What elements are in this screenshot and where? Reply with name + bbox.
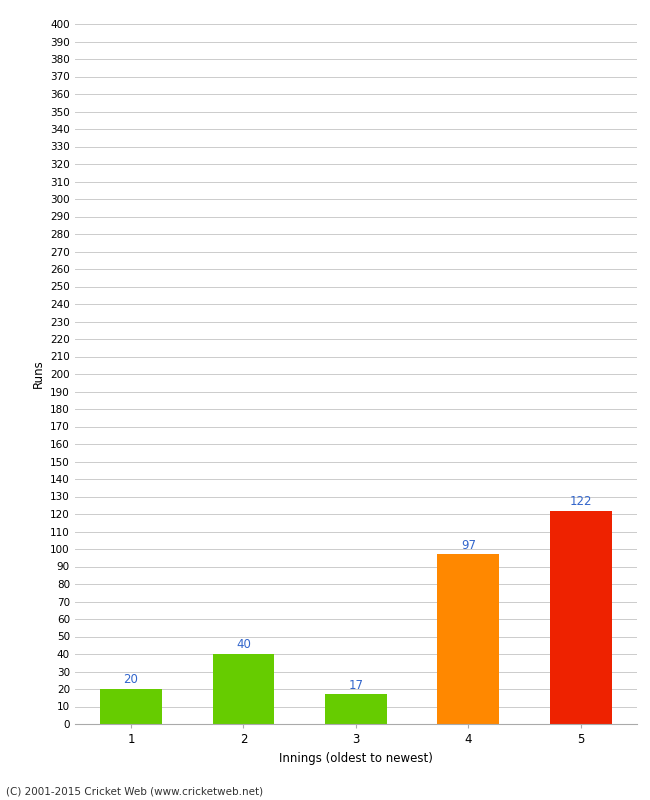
Y-axis label: Runs: Runs — [32, 360, 45, 388]
Bar — [437, 554, 499, 724]
Bar — [325, 694, 387, 724]
Text: (C) 2001-2015 Cricket Web (www.cricketweb.net): (C) 2001-2015 Cricket Web (www.cricketwe… — [6, 786, 264, 796]
Bar — [550, 510, 612, 724]
Text: 40: 40 — [236, 638, 251, 651]
Text: 20: 20 — [124, 674, 138, 686]
X-axis label: Innings (oldest to newest): Innings (oldest to newest) — [279, 751, 433, 765]
Bar — [213, 654, 274, 724]
Text: 97: 97 — [461, 538, 476, 552]
Bar — [100, 689, 162, 724]
Text: 17: 17 — [348, 678, 363, 692]
Text: 122: 122 — [569, 495, 592, 508]
